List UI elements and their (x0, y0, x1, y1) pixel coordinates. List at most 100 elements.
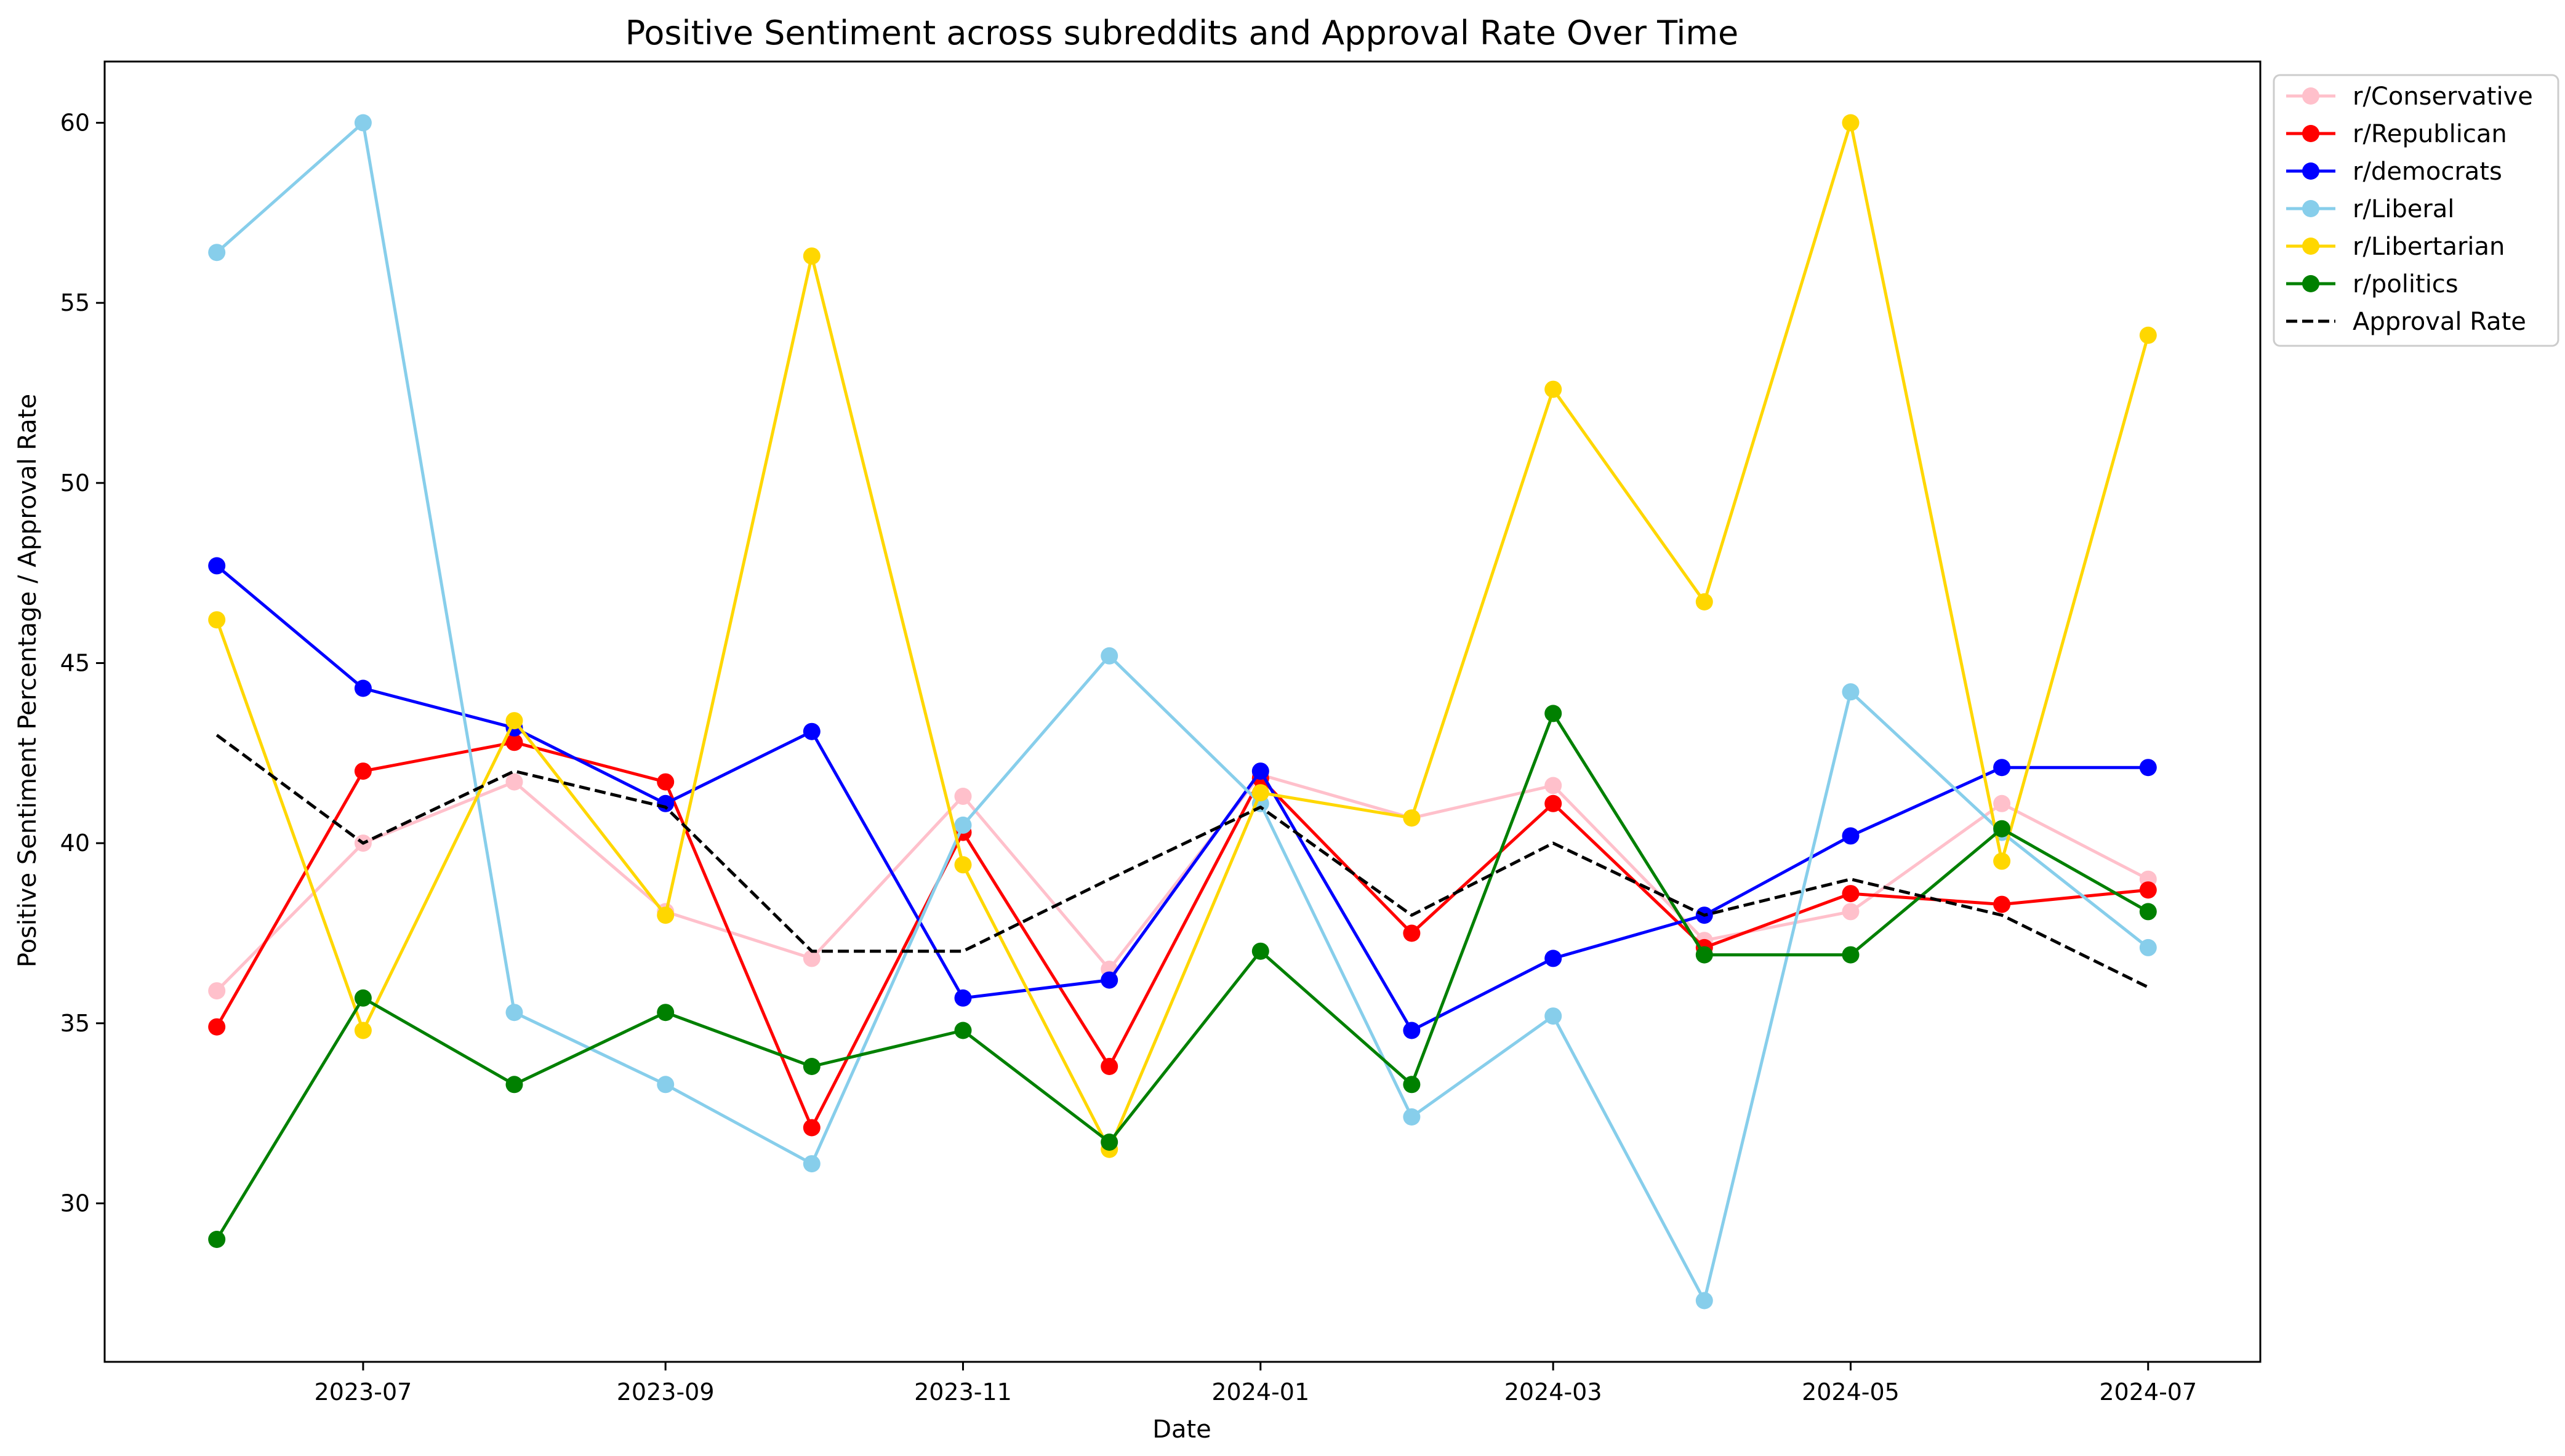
legend-label: r/politics (2353, 270, 2459, 298)
data-point (1544, 1007, 1562, 1025)
y-tick-label: 45 (60, 649, 90, 676)
legend-label: r/Liberal (2353, 195, 2454, 223)
series-r-democrats (208, 557, 2157, 1039)
data-point (1993, 820, 2011, 838)
data-point (657, 1004, 675, 1022)
legend-entry-approval-rate: Approval Rate (2286, 308, 2526, 336)
y-tick-label: 60 (60, 110, 90, 137)
legend-label: r/Conservative (2353, 82, 2533, 111)
data-point (803, 247, 821, 265)
data-point (1842, 683, 1860, 701)
legend-marker (2302, 87, 2319, 105)
data-point (2139, 759, 2157, 777)
data-point (1251, 942, 1269, 960)
legend-marker (2302, 162, 2319, 180)
x-axis-label: Date (1152, 1415, 1211, 1444)
data-point (208, 1018, 226, 1036)
data-point (803, 1155, 821, 1173)
x-tick-label: 2023-11 (914, 1378, 1012, 1406)
series-r-libertarian (208, 114, 2157, 1158)
data-point (1993, 794, 2011, 812)
y-tick-label: 40 (60, 830, 90, 857)
series-r-liberal (208, 114, 2157, 1310)
data-point (1842, 946, 1860, 964)
data-point (954, 989, 972, 1007)
legend-label: r/Republican (2353, 120, 2507, 148)
data-point (208, 611, 226, 629)
data-point (657, 1076, 675, 1094)
data-point (354, 679, 372, 697)
data-point (1842, 885, 1860, 903)
data-point (2139, 938, 2157, 956)
data-point (354, 1022, 372, 1039)
data-point (2139, 326, 2157, 344)
data-point (354, 989, 372, 1007)
data-point (208, 1231, 226, 1248)
series-line (215, 740, 2149, 1129)
y-axis: 30 35 40 45 50 55 60 (60, 110, 105, 1217)
x-axis: 2023-07 2023-09 2023-11 2024-01 2024-03 2024-… (315, 1362, 2197, 1406)
legend: r/Conservative r/Republican r/democrats r/L… (2273, 74, 2559, 347)
data-point (1544, 380, 1562, 398)
x-tick-label: 2023-09 (617, 1378, 715, 1406)
data-point (954, 788, 972, 805)
data-point (1842, 903, 1860, 921)
data-point (1403, 1108, 1421, 1126)
legend-marker (2302, 200, 2319, 217)
x-tick-label: 2024-03 (1504, 1378, 1602, 1406)
data-point (505, 1004, 523, 1022)
data-point (1251, 784, 1269, 802)
legend-label: r/Libertarian (2353, 233, 2505, 261)
legend-entry-r-libertarian: r/Libertarian (2286, 233, 2505, 261)
plot-area (208, 114, 2157, 1310)
series-line (215, 121, 2150, 1151)
series-line (215, 773, 2149, 992)
legend-label: Approval Rate (2353, 308, 2526, 336)
legend-entry-r-republican: r/Republican (2286, 120, 2507, 148)
data-point (1993, 895, 2011, 913)
data-point (1544, 777, 1562, 794)
legend-marker (2302, 275, 2319, 292)
data-point (1842, 827, 1860, 845)
y-tick-label: 50 (60, 470, 90, 497)
legend-entry-r-democrats: r/democrats (2286, 158, 2502, 186)
series-line (215, 734, 2149, 989)
data-point (505, 734, 523, 751)
data-point (1101, 1058, 1118, 1075)
x-tick-label: 2023-07 (315, 1378, 412, 1406)
data-point (1695, 593, 1713, 610)
y-tick-label: 30 (60, 1190, 90, 1217)
data-point (954, 856, 972, 874)
data-point (1101, 1134, 1118, 1151)
data-point (657, 773, 675, 791)
data-point (505, 712, 523, 730)
data-point (208, 557, 226, 575)
data-point (803, 1119, 821, 1137)
data-point (803, 722, 821, 740)
data-point (2139, 881, 2157, 899)
data-point (1403, 1022, 1421, 1039)
data-point (1993, 759, 2011, 777)
plot-frame (103, 60, 2262, 1363)
data-point (803, 1058, 821, 1075)
series-r-conservative (208, 766, 2157, 1000)
data-point (354, 762, 372, 780)
y-axis-label: Positive Sentiment Percentage / Approval… (14, 394, 42, 967)
x-tick-label: 2024-07 (2099, 1378, 2197, 1406)
data-point (1993, 852, 2011, 870)
data-point (505, 1076, 523, 1094)
data-point (954, 1022, 972, 1039)
data-point (1842, 114, 1860, 132)
x-tick-label: 2024-01 (1211, 1378, 1309, 1406)
series-line (215, 564, 2148, 1032)
legend-entry-r-liberal: r/Liberal (2286, 195, 2454, 223)
data-point (505, 773, 523, 791)
data-point (1251, 762, 1269, 780)
data-point (954, 816, 972, 834)
data-point (1695, 1292, 1713, 1310)
data-point (1101, 971, 1118, 989)
series-line (215, 711, 2150, 1241)
data-point (1544, 950, 1562, 967)
chart-title: Positive Sentiment across subreddits and… (625, 14, 1739, 52)
